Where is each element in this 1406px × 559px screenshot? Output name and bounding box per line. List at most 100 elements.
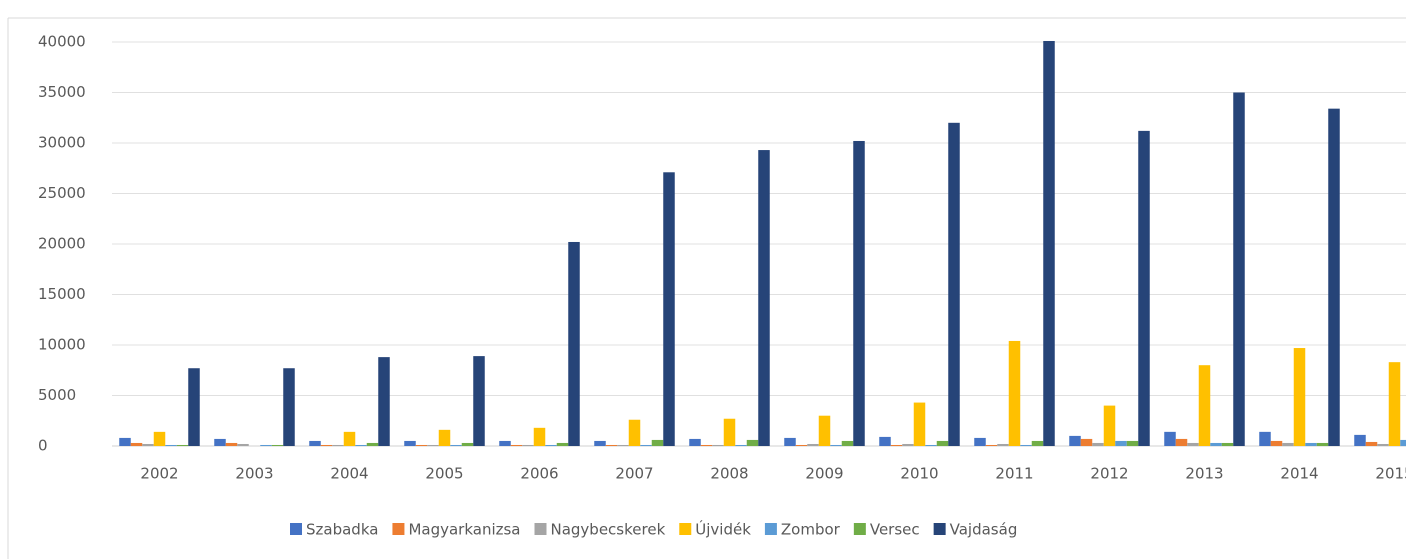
bar [271,444,284,446]
bar [1270,440,1283,446]
bar [890,444,903,446]
bar [640,444,652,446]
bar [1069,435,1081,446]
bar [1092,442,1104,446]
x-tick-label: 2002 [140,465,178,483]
bar [735,444,747,446]
bar [283,368,295,446]
x-tick-label: 2010 [900,465,938,483]
bar [1115,440,1127,446]
bar [1328,108,1340,446]
bar [1198,365,1211,446]
bar [450,444,462,446]
bar [936,440,949,446]
bar [1400,439,1406,446]
bar [473,356,485,446]
bar [1377,443,1389,446]
bar [461,442,474,446]
bar [663,172,675,447]
x-tick-label: 2006 [520,465,558,483]
y-tick-label: 10000 [38,336,86,354]
bar [651,439,664,446]
bar [1233,92,1245,446]
bar [438,429,451,446]
y-tick-label: 15000 [38,285,86,303]
y-tick-label: 35000 [38,83,86,101]
bar [142,443,154,446]
bar [712,444,724,446]
bar [260,444,272,446]
bar [1175,438,1188,446]
bar [366,442,379,446]
bar [130,442,143,446]
bar [237,443,249,446]
bar [997,443,1009,446]
bar [784,437,796,446]
legend-swatch [534,523,547,535]
y-tick-label: 40000 [38,33,86,51]
bar [1210,442,1222,446]
bar [510,444,523,446]
bar [119,437,131,446]
bar [355,444,367,446]
legend-swatch [933,523,946,535]
x-tick-label: 2013 [1185,465,1223,483]
bar [556,442,569,446]
bar [533,427,546,446]
bar [1187,442,1199,446]
bar [985,444,998,446]
x-tick-label: 2015 [1375,465,1406,483]
bar [332,444,344,446]
x-tick-label: 2005 [425,465,463,483]
bar [948,122,960,447]
x-tick-label: 2012 [1090,465,1128,483]
bar [1293,348,1306,446]
bar [499,440,511,446]
bar [746,439,759,446]
x-tick-label: 2004 [330,465,368,483]
bar [830,444,842,446]
bar [545,444,557,446]
bar [1138,130,1150,446]
legend-swatch [392,523,405,535]
bar [1221,442,1234,446]
bar [594,440,606,446]
bar [1259,431,1271,446]
legend-swatch [290,523,302,535]
y-tick-label: 5000 [38,386,76,404]
bar [427,444,439,446]
legend-label: Újvidék [695,520,751,539]
bar [1008,340,1021,446]
x-tick-label: 2014 [1280,465,1318,483]
bar [1031,440,1044,446]
bar [605,444,618,446]
x-tick-label: 2008 [710,465,748,483]
legend-swatch [764,523,777,535]
x-tick-label: 2007 [615,465,653,483]
bar [913,402,926,446]
bar [617,444,629,446]
bar [404,440,416,446]
bar [1316,442,1329,446]
bar [818,415,831,446]
bar [378,357,390,446]
legend-label: Magyarkanizsa [408,521,520,539]
bar [1282,442,1294,446]
bar [153,431,166,446]
bar [879,436,891,446]
bar [522,444,534,446]
bar [225,442,238,446]
bar [320,444,333,446]
legend-label: Versec [870,521,920,539]
bar [853,140,865,447]
y-tick-label: 25000 [38,184,86,202]
bar [309,440,321,446]
legend-swatch [853,523,866,535]
bar [568,241,580,446]
bar [1043,40,1055,447]
bar [1365,441,1378,446]
legend-label: Vajdaság [950,521,1018,539]
bar [700,444,713,446]
bar [1126,440,1139,446]
